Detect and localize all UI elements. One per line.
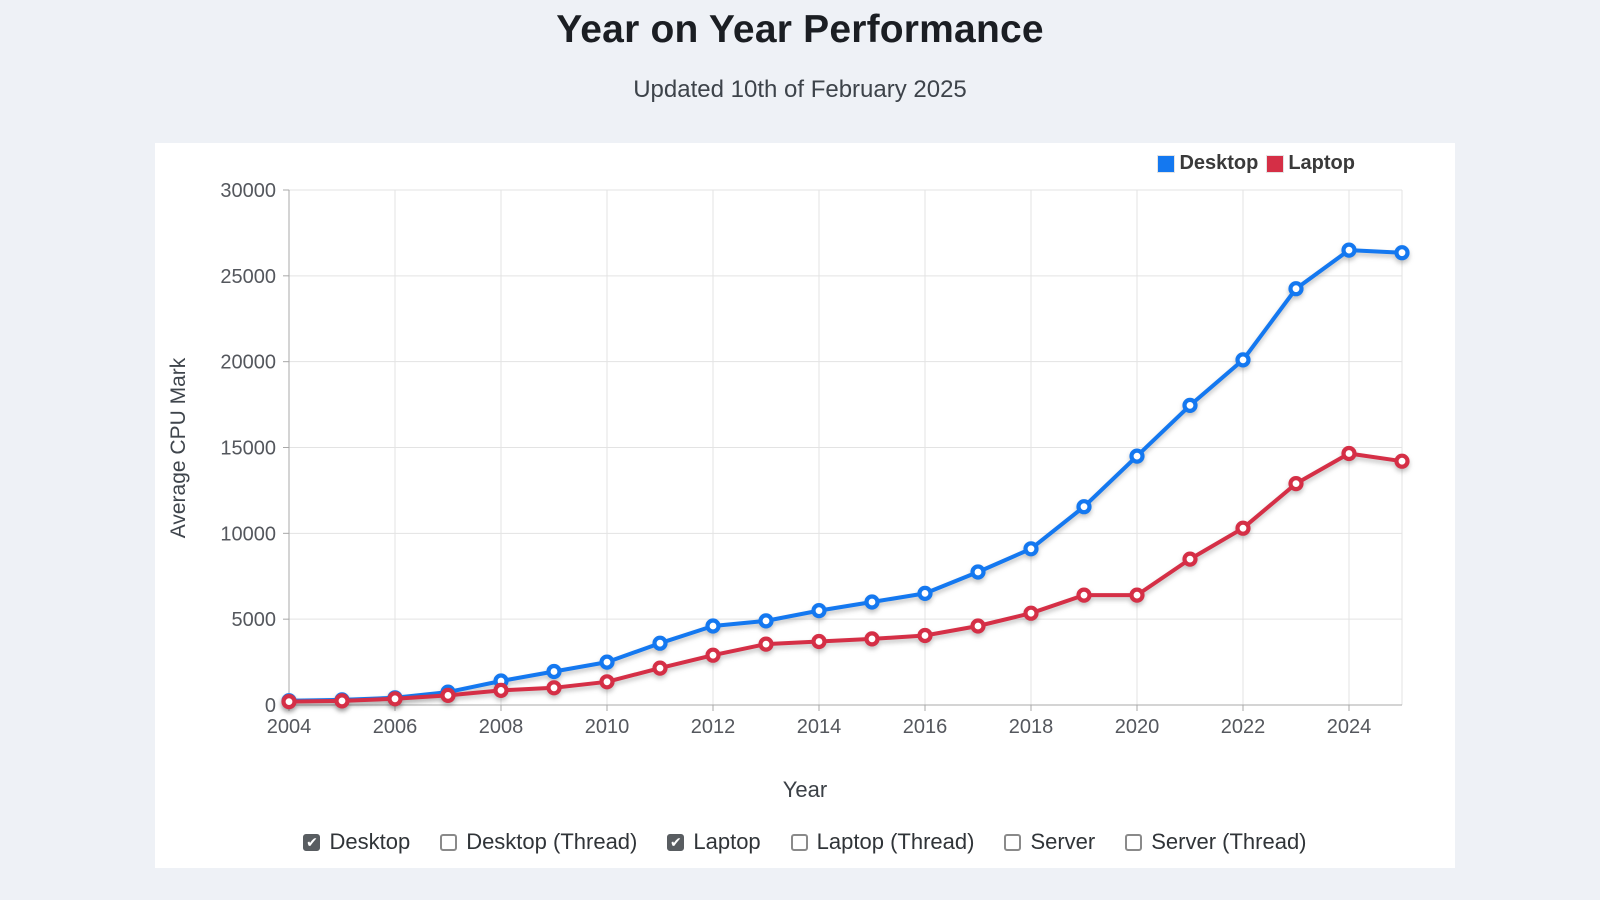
x-tick-label: 2018 (1009, 716, 1054, 738)
data-point-marker (1341, 445, 1357, 462)
data-point-marker (546, 680, 562, 696)
data-point-marker (758, 636, 774, 652)
data-point-marker (811, 633, 827, 650)
grid-group (289, 189, 1403, 705)
x-tick-label: 2006 (373, 716, 418, 738)
filter-label-laptop: Laptop (693, 829, 761, 854)
data-point-marker (546, 663, 562, 680)
legend-label-desktop: Desktop (1179, 152, 1259, 174)
y-tick-label: 5000 (232, 609, 277, 631)
x-tick-label: 2024 (1327, 716, 1372, 738)
checkbox-laptop-thread[interactable] (790, 833, 808, 851)
data-point-marker (1394, 453, 1410, 469)
legend-label-laptop: Laptop (1288, 152, 1355, 174)
data-point-marker (1288, 281, 1304, 297)
y-tick-label: 25000 (220, 266, 276, 288)
series-line (287, 248, 1404, 703)
filter-item-server-thread[interactable]: Server (Thread) (1125, 829, 1307, 855)
data-point-marker (1076, 499, 1092, 515)
data-point-marker (970, 618, 986, 634)
y-axis-title: Average CPU Mark (167, 357, 190, 538)
filter-item-laptop[interactable]: ✔ Laptop (667, 829, 761, 855)
data-point-marker (334, 693, 350, 709)
data-point-marker (1023, 605, 1039, 621)
filter-item-desktop-thread[interactable]: Desktop (Thread) (440, 829, 637, 855)
chart-legend: Desktop Laptop (1157, 152, 1355, 175)
data-point-marker (705, 647, 721, 663)
y-tick-label: 10000 (220, 523, 276, 545)
desktop-series-swatch-icon (1157, 154, 1176, 173)
data-point-marker (599, 674, 615, 690)
checkbox-desktop[interactable]: ✔ (303, 833, 321, 851)
checkbox-server-thread[interactable] (1125, 833, 1143, 851)
checkbox-laptop[interactable]: ✔ (667, 833, 685, 851)
x-axis-title: Year (782, 777, 828, 802)
data-point-marker (1235, 352, 1251, 368)
chart-canvas[interactable]: 0 5000 10000 15000 20000 25000 30000 2004 2006 20… (155, 143, 1455, 868)
data-point-marker (1182, 397, 1198, 413)
filter-label-desktop: Desktop (329, 829, 411, 854)
data-point-marker (1076, 587, 1092, 603)
data-point-marker (1235, 520, 1251, 536)
x-tick-label: 2020 (1115, 716, 1160, 738)
checkbox-server[interactable] (1004, 833, 1022, 851)
filter-item-desktop[interactable]: ✔ Desktop (303, 829, 410, 855)
data-point-marker (917, 627, 933, 644)
series-desktop (281, 242, 1410, 709)
check-icon: ✔ (670, 834, 682, 850)
y-tick-label: 15000 (220, 438, 276, 460)
data-point-marker (387, 691, 403, 707)
series-line (287, 451, 1404, 704)
page-title: Year on Year Performance (556, 8, 1044, 51)
x-tick-label: 2008 (479, 716, 524, 738)
page-subtitle: Updated 10th of February 2025 (633, 76, 967, 103)
x-tick-label: 2012 (691, 716, 736, 738)
filter-label-server-thread: Server (Thread) (1151, 829, 1307, 854)
data-point-marker (493, 682, 509, 699)
x-tick-label: 2004 (267, 716, 312, 738)
data-point-marker (811, 603, 827, 619)
series-filter-row: ✔ Desktop Desktop (Thread) ✔ Laptop Laptop (T… (155, 829, 1455, 855)
legend-item-laptop[interactable]: Laptop (1266, 152, 1355, 175)
filter-label-server: Server (1030, 829, 1096, 854)
x-tick-label: 2022 (1221, 716, 1266, 738)
data-point-marker (705, 618, 721, 634)
chart-card: 0 5000 10000 15000 20000 25000 30000 2004 2006 20… (155, 143, 1455, 868)
data-point-marker (1341, 242, 1357, 258)
laptop-series-swatch-icon (1266, 154, 1285, 173)
tick-label-group: 0 5000 10000 15000 20000 25000 30000 2004 2006 20… (220, 180, 1371, 738)
x-tick-label: 2010 (585, 716, 630, 738)
data-point-marker (864, 594, 880, 610)
y-tick-label: 0 (265, 695, 276, 717)
check-icon: ✔ (306, 834, 318, 850)
filter-label-desktop-thread: Desktop (Thread) (466, 829, 638, 854)
legend-item-desktop[interactable]: Desktop (1157, 152, 1259, 175)
data-point-marker (1129, 448, 1145, 464)
x-tick-label: 2016 (903, 716, 948, 738)
data-point-marker (1129, 587, 1145, 603)
y-tick-label: 30000 (220, 180, 276, 202)
y-tick-label: 20000 (220, 352, 276, 374)
checkbox-desktop-thread[interactable] (440, 833, 458, 851)
x-tick-label: 2014 (797, 716, 842, 738)
data-point-marker (1394, 245, 1410, 261)
series-laptop (281, 445, 1410, 710)
data-point-marker (281, 693, 297, 710)
filter-item-laptop-thread[interactable]: Laptop (Thread) (790, 829, 975, 855)
data-point-marker (1023, 541, 1039, 557)
filter-item-server[interactable]: Server (1004, 829, 1095, 855)
data-point-marker (1182, 551, 1198, 567)
data-point-marker (1288, 476, 1304, 492)
data-point-marker (652, 660, 668, 676)
data-point-marker (440, 687, 456, 704)
data-point-marker (599, 654, 615, 670)
axis-group (283, 189, 1402, 711)
data-point-marker (652, 635, 668, 651)
filter-label-laptop-thread: Laptop (Thread) (816, 829, 975, 854)
data-point-marker (864, 631, 880, 647)
data-point-marker (758, 613, 774, 629)
data-point-marker (917, 585, 933, 601)
data-point-marker (970, 564, 986, 580)
series-layer (281, 242, 1410, 710)
